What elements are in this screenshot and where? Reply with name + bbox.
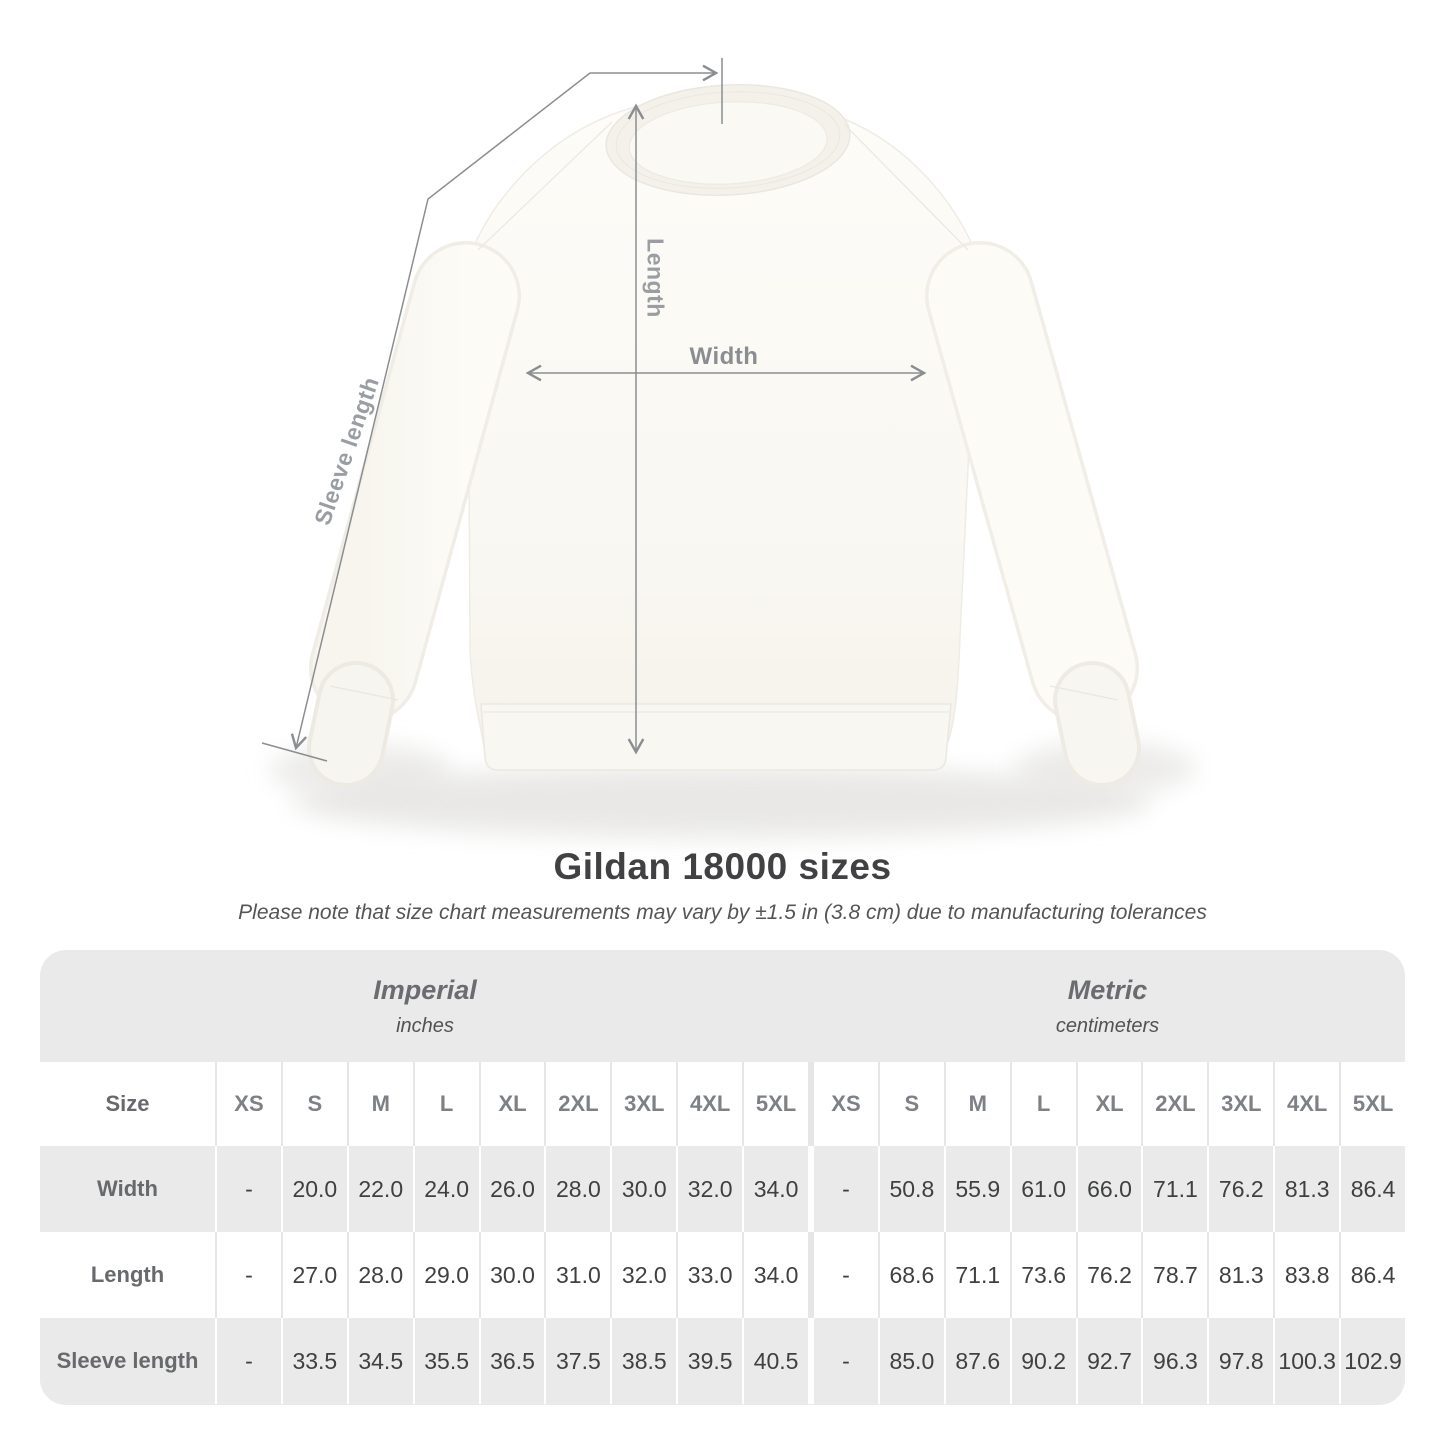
size-col-header: S <box>877 1062 944 1146</box>
table-cell: 22.0 <box>346 1146 413 1232</box>
table-cell: 38.5 <box>610 1318 676 1404</box>
table-cell: 26.0 <box>478 1146 545 1232</box>
table-cell: 28.0 <box>544 1146 610 1232</box>
table-cell: - <box>215 1318 281 1404</box>
metric-label: Metric <box>1067 974 1148 1005</box>
size-col-header: XL <box>478 1062 545 1146</box>
table-cell: 87.6 <box>943 1318 1010 1404</box>
table-cell: 71.1 <box>943 1232 1010 1318</box>
table-cell: 37.5 <box>544 1318 610 1404</box>
table-cell: - <box>808 1318 878 1404</box>
table-cell: 32.0 <box>610 1232 676 1318</box>
size-col-header: 5XL <box>742 1062 808 1146</box>
table-row-length: Length - 27.0 28.0 29.0 30.0 31.0 32.0 3… <box>40 1232 1405 1318</box>
length-measure-label: Length <box>642 238 669 318</box>
metric-unit-label: centimeters <box>1055 1014 1160 1037</box>
table-cell: - <box>808 1232 878 1318</box>
table-cell: 66.0 <box>1075 1146 1142 1232</box>
size-table: Imperial inches Metric centimeters Size … <box>40 950 1405 1405</box>
table-cell: 39.5 <box>676 1318 742 1404</box>
size-col-header: 2XL <box>1141 1062 1207 1146</box>
size-header-row: Size XS S M L XL 2XL 3XL 4XL 5XL XS S M … <box>40 1062 1405 1146</box>
width-measure-label: Width <box>689 343 759 370</box>
table-cell: 90.2 <box>1009 1318 1076 1404</box>
table-cell: 100.3 <box>1273 1318 1339 1404</box>
table-cell: 83.8 <box>1273 1232 1339 1318</box>
measurement-lines <box>261 58 927 762</box>
table-cell: 76.2 <box>1207 1146 1273 1232</box>
size-col-header: XS <box>808 1062 878 1146</box>
tolerance-note: Please note that size chart measurements… <box>238 901 1207 924</box>
size-col-header: S <box>280 1062 347 1146</box>
sleeve-cuff-tick <box>261 742 328 762</box>
size-col-header: L <box>412 1062 479 1146</box>
table-cell: - <box>808 1146 878 1232</box>
table-cell: 34.5 <box>346 1318 413 1404</box>
table-cell: 34.0 <box>742 1146 808 1232</box>
table-row-width: Width - 20.0 22.0 24.0 26.0 28.0 30.0 32… <box>40 1146 1405 1232</box>
page-title: Gildan 18000 sizes <box>553 846 892 887</box>
size-col-header: M <box>943 1062 1010 1146</box>
size-col-header: 4XL <box>676 1062 742 1146</box>
table-cell: 34.0 <box>742 1232 808 1318</box>
table-cell: 92.7 <box>1075 1318 1142 1404</box>
sweatshirt-illustration <box>261 58 1195 838</box>
row-label: Sleeve length <box>56 1348 199 1373</box>
table-cell: 78.7 <box>1141 1232 1207 1318</box>
table-cell: 32.0 <box>676 1146 742 1232</box>
table-cell: 97.8 <box>1207 1318 1273 1404</box>
table-cell: 86.4 <box>1339 1232 1405 1318</box>
garment-diagram: Length Width Sleeve length <box>261 58 1195 838</box>
size-col-header: 3XL <box>1207 1062 1273 1146</box>
table-cell: 50.8 <box>877 1146 944 1232</box>
size-col-header: 4XL <box>1273 1062 1339 1146</box>
unit-band: Imperial inches Metric centimeters <box>40 950 1405 1062</box>
metric-group-header: Metric centimeters <box>810 950 1405 1062</box>
table-cell: 24.0 <box>412 1146 479 1232</box>
imperial-label: Imperial <box>373 974 477 1005</box>
table-cell: 102.9 <box>1339 1318 1405 1404</box>
sleeve-length-line <box>290 64 719 751</box>
table-cell: 86.4 <box>1339 1146 1405 1232</box>
table-cell: 29.0 <box>412 1232 479 1318</box>
size-col-header: XS <box>215 1062 281 1146</box>
table-cell: 73.6 <box>1009 1232 1076 1318</box>
table-cell: 33.0 <box>676 1232 742 1318</box>
table-cell: 68.6 <box>877 1232 944 1318</box>
table-row-sleeve-length: Sleeve length - 33.5 34.5 35.5 36.5 37.5… <box>40 1318 1405 1404</box>
table-cell: 31.0 <box>544 1232 610 1318</box>
size-col-header: 3XL <box>610 1062 676 1146</box>
table-cell: 81.3 <box>1273 1146 1339 1232</box>
table-cell: 40.5 <box>742 1318 808 1404</box>
size-col-header: 2XL <box>544 1062 610 1146</box>
table-cell: 30.0 <box>478 1232 545 1318</box>
table-cell: 27.0 <box>280 1232 347 1318</box>
table-cell: 33.5 <box>280 1318 347 1404</box>
row-label: Length <box>90 1262 165 1287</box>
size-col-header: L <box>1009 1062 1076 1146</box>
table-cell: 61.0 <box>1009 1146 1076 1232</box>
table-cell: 76.2 <box>1075 1232 1142 1318</box>
table-cell: - <box>215 1232 281 1318</box>
row-label: Width <box>97 1176 158 1201</box>
imperial-unit-label: inches <box>396 1014 454 1037</box>
size-col-header: M <box>346 1062 413 1146</box>
table-cell: 28.0 <box>346 1232 413 1318</box>
table-cell: 20.0 <box>280 1146 347 1232</box>
size-column-header: Size <box>105 1091 150 1116</box>
table-cell: - <box>215 1146 281 1232</box>
table-cell: 36.5 <box>478 1318 545 1404</box>
table-cell: 96.3 <box>1141 1318 1207 1404</box>
table-cell: 81.3 <box>1207 1232 1273 1318</box>
table-cell: 55.9 <box>943 1146 1010 1232</box>
table-cell: 30.0 <box>610 1146 676 1232</box>
size-col-header: 5XL <box>1339 1062 1405 1146</box>
table-cell: 71.1 <box>1141 1146 1207 1232</box>
table-cell: 35.5 <box>412 1318 479 1404</box>
imperial-group-header: Imperial inches <box>40 950 810 1062</box>
table-cell: 85.0 <box>877 1318 944 1404</box>
size-col-header: XL <box>1075 1062 1142 1146</box>
